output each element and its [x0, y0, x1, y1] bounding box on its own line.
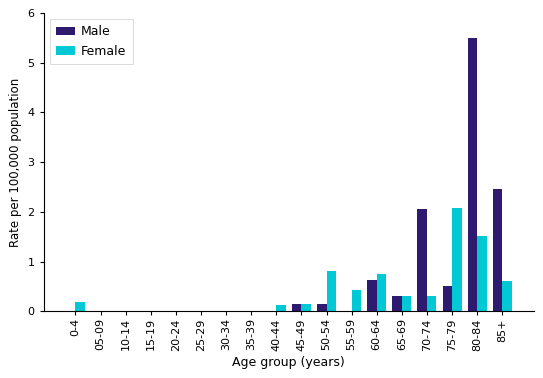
Bar	[502, 281, 512, 311]
Bar	[377, 274, 386, 311]
Bar	[301, 304, 311, 311]
Bar	[468, 38, 477, 311]
Bar	[418, 209, 427, 311]
Legend: Male, Female: Male, Female	[50, 19, 132, 64]
Bar	[477, 235, 487, 311]
Bar	[392, 296, 402, 311]
Bar	[276, 305, 286, 311]
X-axis label: Age group (years): Age group (years)	[232, 356, 345, 369]
Bar	[326, 271, 336, 311]
Bar	[367, 280, 377, 311]
Bar	[317, 304, 326, 311]
Bar	[427, 296, 437, 311]
Bar	[75, 302, 85, 311]
Bar	[352, 290, 361, 311]
Bar	[443, 287, 452, 311]
Y-axis label: Rate per 100,000 population: Rate per 100,000 population	[9, 77, 22, 247]
Bar	[493, 189, 502, 311]
Bar	[402, 296, 412, 311]
Bar	[452, 208, 462, 311]
Bar	[292, 304, 301, 311]
